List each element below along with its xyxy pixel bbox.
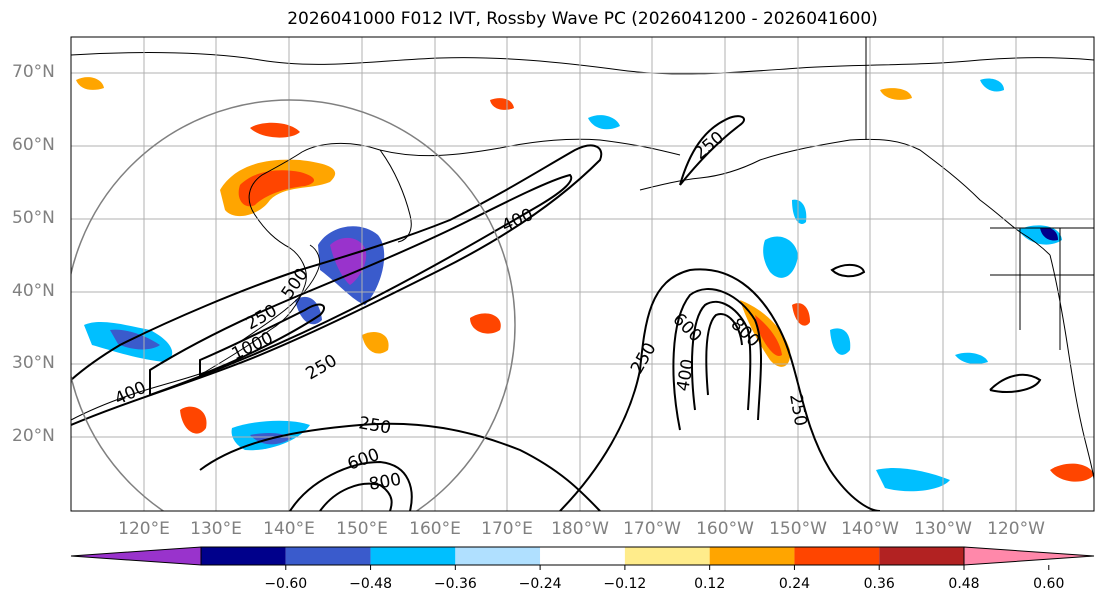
longitude-label: 160°E [409,519,461,539]
colorbar-tick-label: 0.12 [694,576,726,592]
ivt-contour-600-south [319,482,393,511]
ivt-contour-250-east [989,373,1042,393]
ivt-contour-400-south [289,460,413,511]
negative-anomaly-blob [763,236,798,278]
longitude-label: 130°W [914,519,972,539]
colorbar-segment [794,547,880,565]
negative-anomaly-blob [955,352,988,364]
ivt-contour-1000 [199,303,325,377]
negative-anomaly-blob [588,115,620,130]
rossby-wave-region-circle [71,99,516,511]
latitude-label: 30°N [12,353,55,373]
colorbar-extend-min [70,546,202,566]
longitude-label: 120°E [118,519,170,539]
negative-anomaly-blob [830,328,851,355]
state-borders [990,228,1094,350]
colorbar-segment [455,547,541,565]
ivt-contour-250 [71,144,603,426]
longitude-label: 140°W [841,519,899,539]
arctic-coastline [71,52,1094,75]
colorbar-segment [285,547,371,565]
ivt-contour-250-northeast [679,115,745,186]
negative-anomaly-core [330,237,367,285]
colorbar-extend-max [963,546,1095,566]
ivt-contour-600-central [691,300,752,411]
latitude-label: 40°N [12,281,55,301]
colorbar-tick-label: −0.24 [518,576,562,592]
negative-anomaly-blob [876,468,950,492]
colorbar-tick-label: 0.60 [1033,576,1065,592]
colorbar-frame [200,546,965,566]
latitude-label: 50°N [12,208,55,228]
contour-label: 800 [367,470,402,495]
colorbar-segment [540,547,625,565]
positive-anomaly-blob [180,406,207,434]
colorbar-segment [624,547,710,565]
longitude-label: 150°E [336,519,388,539]
colorbar-tick-label: −0.36 [433,576,477,592]
negative-anomaly-blob [980,78,1004,92]
colorbar [70,546,1095,570]
contour-label: 250 [627,339,661,377]
country-borders [865,37,1094,350]
longitude-label: 180°W [551,519,609,539]
colorbar-tick-label: 0.36 [863,576,895,592]
longitude-label: 130°E [190,519,242,539]
map-title: 2026041000 F012 IVT, Rossby Wave PC (202… [287,9,878,29]
longitude-label: 140°E [263,519,315,539]
colorbar-segment [370,547,456,565]
ivt-contour-east-closed [830,264,866,278]
longitude-label: 160°W [696,519,754,539]
positive-anomaly-blob [880,88,912,100]
positive-anomaly-blob [470,313,501,334]
north-america-coastline [1049,254,1094,481]
colorbar-segment [879,547,964,565]
colorbar-tick-label: 0.48 [948,576,980,592]
colorbar-tick-label: −0.12 [603,576,647,592]
colorbar-tick-label: −0.48 [349,576,392,592]
negative-anomaly-core [1040,227,1058,241]
positive-anomaly-core [755,315,782,356]
contour-label: 400 [673,357,698,392]
negative-anomaly-blob [295,296,322,325]
latitude-label: 20°N [12,426,55,446]
ivt-contour-250-south [199,422,601,511]
longitude-label: 120°W [987,519,1045,539]
contour-label: 600 [345,445,382,475]
positive-anomaly-blob [362,331,389,354]
graticule [71,37,1094,511]
longitude-label: 150°W [769,519,827,539]
contour-label: 250 [785,392,810,427]
coastlines [71,52,1094,481]
map-frame [70,36,1095,512]
colorbar-tick-label: −0.60 [264,576,308,592]
contour-label: 250 [303,351,341,385]
kamchatka-coastline [379,149,412,243]
ivt-contours [71,115,1042,511]
contour-label: 500 [278,265,313,303]
ivt-contour-250-central [559,268,881,511]
negative-anomaly-blob [792,199,807,224]
japan-coastline [234,244,321,346]
positive-anomaly-blob [250,122,300,138]
ivt-contour-400-central [672,288,763,431]
latitude-label: 70°N [12,62,55,82]
contour-label: 250 [690,128,728,164]
ivt-contour-800-central [705,313,743,396]
positive-anomaly-blob [792,303,810,326]
colorbar-tick-label: 0.24 [778,576,811,592]
longitude-label: 170°E [481,519,533,539]
longitude-label: 170°W [623,519,681,539]
colorbar-segment [201,547,286,565]
colorbar-segment [709,547,795,565]
latitude-label: 60°N [12,135,55,155]
positive-anomaly-blob [1050,463,1094,482]
ivt-contour-400 [149,173,573,397]
asia-coastline [71,138,681,421]
positive-anomaly-blob [76,77,104,90]
positive-anomaly-blob [490,98,514,110]
